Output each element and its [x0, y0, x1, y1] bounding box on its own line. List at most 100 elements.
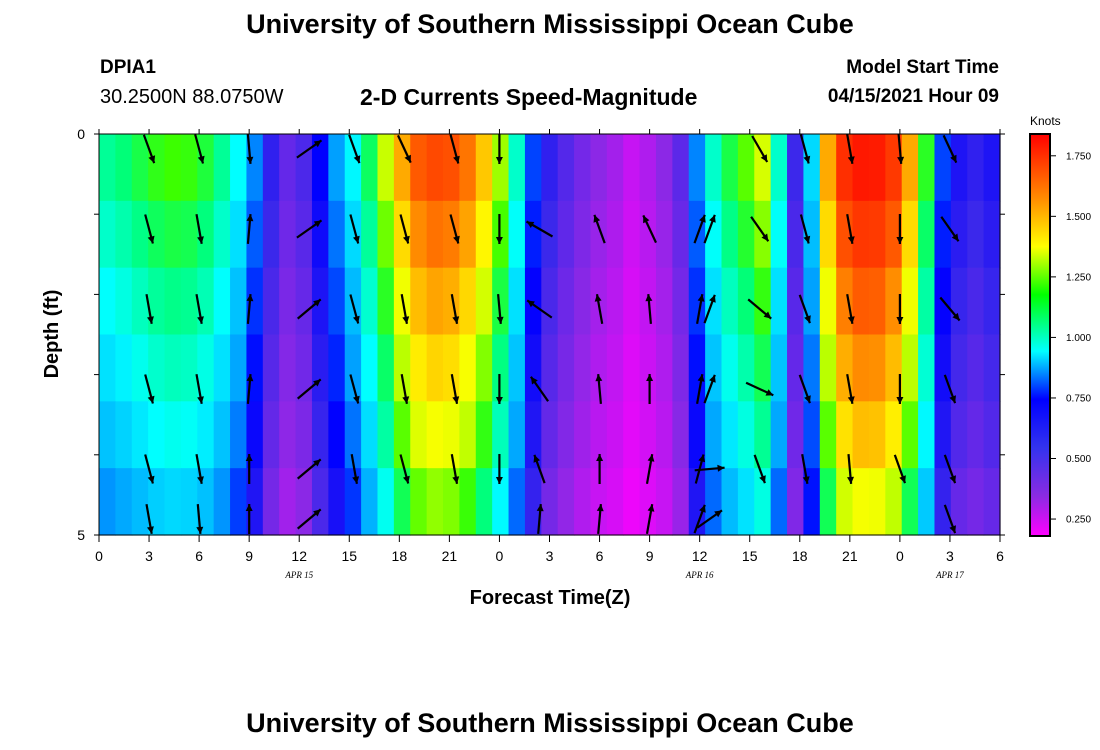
- heatmap-cell: [524, 334, 542, 402]
- heatmap-cell: [344, 134, 362, 202]
- heatmap-cell: [131, 134, 149, 202]
- heatmap-cell: [967, 134, 985, 202]
- heatmap-cell: [459, 267, 477, 336]
- current-vector: [942, 134, 958, 164]
- colorbar-tick-label: 1.000: [1066, 333, 1091, 344]
- current-vector: [595, 374, 603, 404]
- heatmap-cell: [901, 468, 919, 536]
- date-label: APR 15: [284, 570, 313, 580]
- heatmap-cell: [655, 468, 673, 536]
- heatmap-cell: [164, 334, 182, 402]
- heatmap-cell: [803, 200, 821, 269]
- heatmap-cell: [737, 134, 755, 202]
- heatmap-cell: [377, 200, 395, 269]
- date-label: APR 17: [935, 570, 964, 580]
- heatmap-cell: [99, 334, 116, 402]
- heatmap-cell: [705, 200, 723, 269]
- heatmap-cell: [606, 134, 624, 202]
- current-vectors: [142, 134, 961, 534]
- heatmap-cell: [328, 200, 346, 269]
- heatmap-cell: [639, 401, 657, 469]
- heatmap-cell: [328, 134, 346, 202]
- heatmap-cell: [492, 468, 510, 536]
- heatmap-cell: [311, 468, 329, 536]
- heatmap-cell: [426, 134, 444, 202]
- heatmap-cell: [934, 401, 952, 469]
- station-name: DPIA1: [100, 57, 156, 78]
- heatmap-cell: [574, 468, 592, 536]
- heatmap-cell: [672, 334, 690, 402]
- x-tick-label: 6: [195, 548, 203, 564]
- heatmap-cell: [541, 267, 559, 336]
- current-vector: [696, 509, 723, 529]
- current-vector: [450, 454, 460, 484]
- heatmap-cell: [426, 267, 444, 336]
- heatmap-cell: [672, 401, 690, 469]
- y-axis-ticks: 05: [77, 126, 1005, 543]
- heatmap-cell: [148, 134, 166, 202]
- current-vector: [400, 294, 410, 324]
- heatmap-cell: [557, 134, 575, 202]
- heatmap-cell: [852, 334, 870, 402]
- heatmap-cell: [737, 468, 755, 536]
- heatmap-cell: [344, 200, 362, 269]
- heatmap-cell: [131, 401, 149, 469]
- heatmap-cell: [590, 334, 608, 402]
- x-tick-label: 3: [145, 548, 153, 564]
- heatmap-cell: [230, 468, 248, 536]
- heatmap-cell: [885, 134, 903, 202]
- heatmap-cell: [410, 267, 428, 336]
- heatmap-cell: [475, 401, 493, 469]
- heatmap-cell: [557, 200, 575, 269]
- heatmap-cell: [721, 134, 739, 202]
- heatmap-cell: [344, 401, 362, 469]
- date-labels: APR 15 APR 16 APR 17: [284, 570, 964, 580]
- heatmap-cell: [639, 468, 657, 536]
- current-vector: [798, 294, 811, 324]
- colorbar-tick-label: 0.750: [1066, 393, 1091, 404]
- heatmap-cell: [443, 267, 460, 336]
- heatmap-cell: [131, 267, 149, 336]
- heatmap-cell: [328, 401, 346, 469]
- x-axis-label: Forecast Time(Z): [470, 587, 631, 609]
- heatmap-cell: [541, 334, 559, 402]
- x-tick-label: 18: [792, 548, 808, 564]
- current-vector: [896, 294, 904, 324]
- heatmap-cell: [197, 134, 215, 202]
- colorbar-scale: [1029, 133, 1051, 537]
- heatmap-cell: [950, 334, 968, 402]
- heatmap-cell: [148, 468, 166, 536]
- x-tick-label: 12: [291, 548, 307, 564]
- current-vector: [296, 298, 322, 320]
- current-vector: [296, 139, 323, 159]
- heatmap-cell: [688, 334, 706, 402]
- heatmap-cell: [623, 134, 641, 202]
- heatmap-cell: [606, 334, 624, 402]
- x-tick-label: 0: [496, 548, 504, 564]
- heatmap-cell: [672, 267, 690, 336]
- colorbar-tick-label: 1.250: [1066, 272, 1091, 283]
- heatmap-cell: [852, 468, 870, 536]
- current-vector: [696, 374, 705, 404]
- current-vector: [846, 134, 855, 164]
- heatmap-cell: [819, 200, 837, 269]
- heatmap-cell: [148, 267, 166, 336]
- heatmap-cell: [754, 468, 772, 536]
- current-vector: [296, 219, 323, 239]
- heatmap-cell: [443, 468, 460, 536]
- current-vector: [144, 374, 155, 404]
- current-vector: [745, 381, 774, 397]
- current-vector: [799, 134, 811, 164]
- date-label: APR 16: [685, 570, 714, 580]
- heatmap-cell: [311, 334, 329, 402]
- heatmap-cell: [852, 401, 870, 469]
- heatmap-cell: [754, 334, 772, 402]
- heatmap-cell: [868, 267, 886, 336]
- heatmap-cell: [770, 134, 788, 202]
- current-vector: [703, 374, 716, 404]
- current-vector: [893, 454, 907, 484]
- current-vector: [450, 294, 460, 324]
- heatmap-cell: [180, 134, 198, 202]
- heatmap-cell: [230, 134, 248, 202]
- current-vector: [194, 134, 205, 164]
